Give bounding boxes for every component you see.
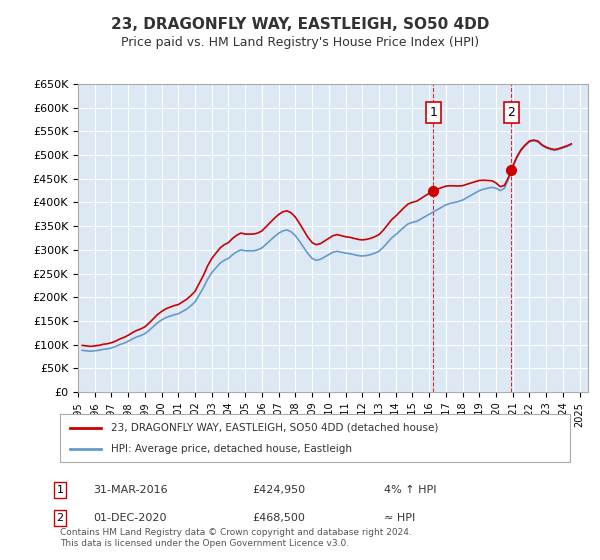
Text: 1: 1 [56, 485, 64, 495]
Text: ≈ HPI: ≈ HPI [384, 513, 415, 523]
Text: 31-MAR-2016: 31-MAR-2016 [93, 485, 167, 495]
Text: 23, DRAGONFLY WAY, EASTLEIGH, SO50 4DD: 23, DRAGONFLY WAY, EASTLEIGH, SO50 4DD [111, 17, 489, 32]
Text: HPI: Average price, detached house, Eastleigh: HPI: Average price, detached house, East… [111, 444, 352, 454]
Text: Price paid vs. HM Land Registry's House Price Index (HPI): Price paid vs. HM Land Registry's House … [121, 36, 479, 49]
Text: 01-DEC-2020: 01-DEC-2020 [93, 513, 167, 523]
Text: Contains HM Land Registry data © Crown copyright and database right 2024.
This d: Contains HM Land Registry data © Crown c… [60, 528, 412, 548]
Text: 4% ↑ HPI: 4% ↑ HPI [384, 485, 437, 495]
Text: £424,950: £424,950 [252, 485, 305, 495]
Text: 23, DRAGONFLY WAY, EASTLEIGH, SO50 4DD (detached house): 23, DRAGONFLY WAY, EASTLEIGH, SO50 4DD (… [111, 423, 439, 433]
Text: 2: 2 [508, 106, 515, 119]
Text: 1: 1 [430, 106, 437, 119]
Text: £468,500: £468,500 [252, 513, 305, 523]
Text: 2: 2 [56, 513, 64, 523]
